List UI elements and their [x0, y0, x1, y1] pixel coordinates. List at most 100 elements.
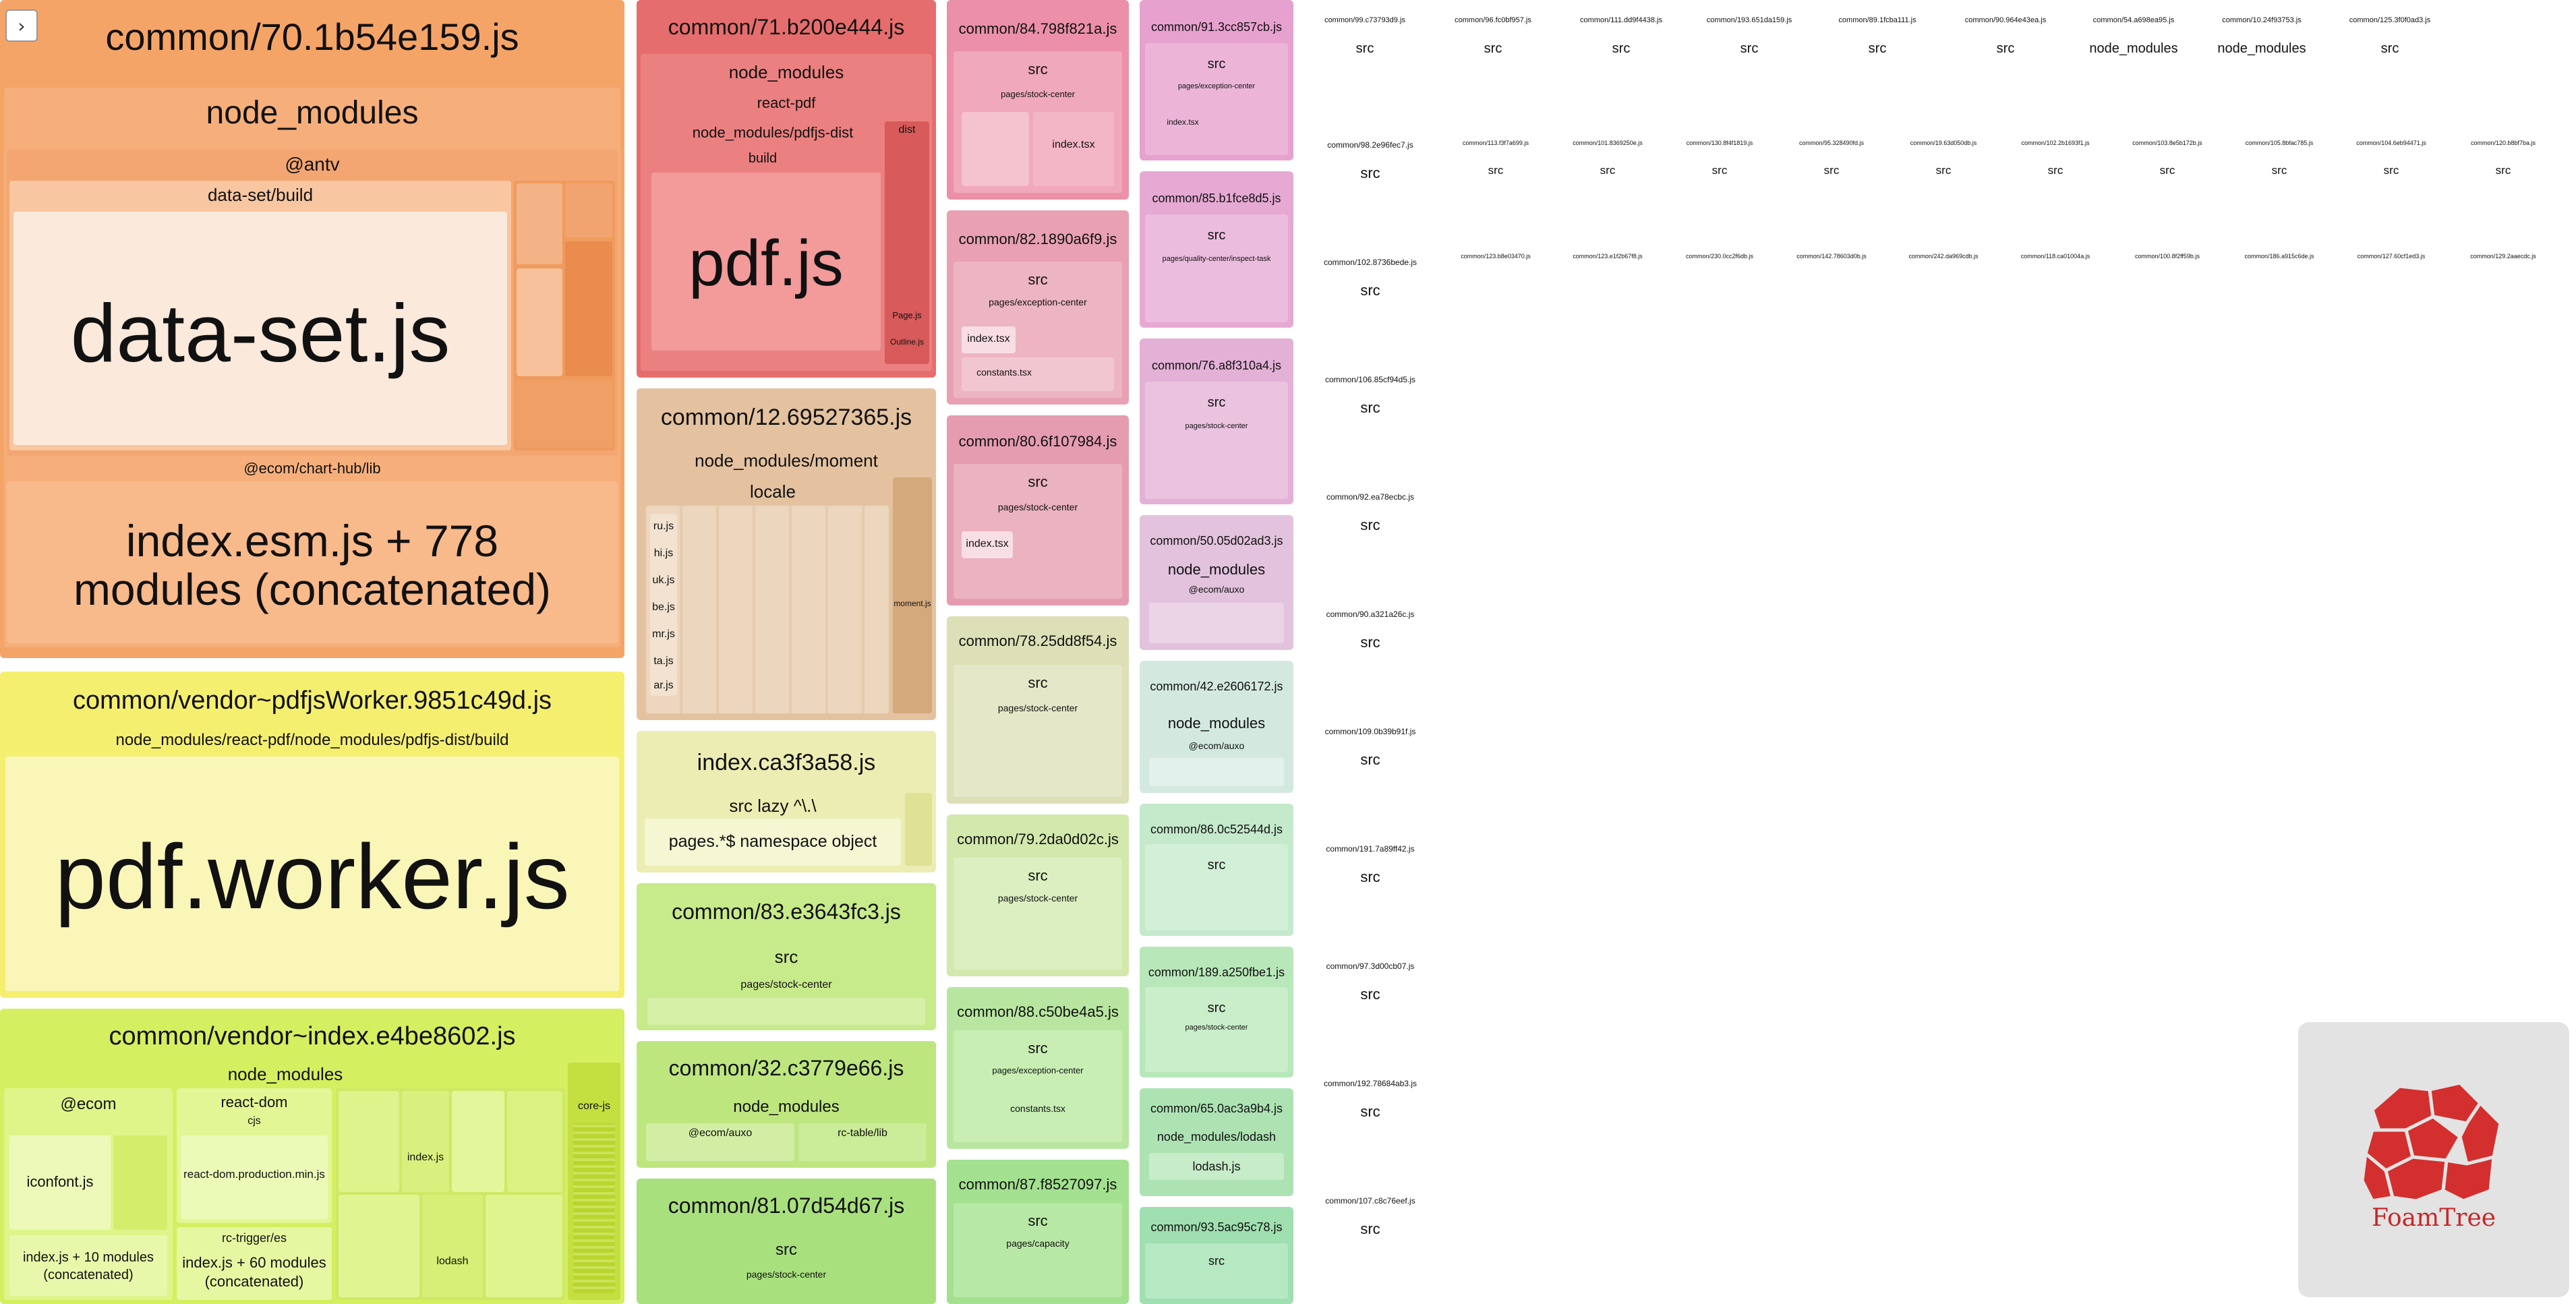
chunk-dot3-11[interactable]: [2369, 889, 2393, 908]
chunk-row3-4[interactable]: common/242.da969cdb.js: [1891, 241, 1996, 336]
chunk-dotb2-3[interactable]: [2131, 1088, 2153, 1104]
chunk-cas3-1[interactable]: [1690, 838, 1755, 891]
chunk-top-6[interactable]: common/54.a698ea95.js node_modules: [2073, 3, 2194, 116]
chunk-r5-13[interactable]: [2267, 721, 2325, 774]
chunk-dot6-19[interactable]: [2486, 1002, 2503, 1016]
chunk-cas1-1[interactable]: [1533, 847, 1609, 909]
chunk-dotb5-2[interactable]: [2088, 1193, 2101, 1204]
chunk-r5-8[interactable]: [1950, 721, 2008, 774]
chunk-cas1-2[interactable]: [1533, 914, 1609, 976]
chunk-dot0-9[interactable]: [2366, 775, 2395, 799]
chunk-r3-14[interactable]: [2519, 589, 2576, 653]
chunk-dot2-1[interactable]: [2081, 851, 2107, 871]
chunk-r3-2[interactable]: [1597, 589, 1668, 653]
chunk-dotb1-2[interactable]: [2109, 1053, 2134, 1071]
chunk-cas8-10[interactable]: [2000, 1197, 2045, 1234]
chunk-cas3-7[interactable]: [1690, 1190, 1755, 1243]
chunk-r4-9[interactable]: [2074, 658, 2139, 716]
chunk-cas7-0[interactable]: [1946, 779, 1995, 819]
chunk-dot4-13[interactable]: [2401, 926, 2422, 944]
chunk-r5-0[interactable]: [1443, 721, 1501, 774]
chunk-row2-6[interactable]: common/103.8e5b172b.js src: [2115, 127, 2220, 236]
chunk-dotb1-3[interactable]: [2139, 1053, 2163, 1071]
chunk-cas3-4[interactable]: [1690, 1014, 1755, 1067]
chunk-r2-0[interactable]: [1443, 514, 1521, 584]
chunk-dot3-3[interactable]: [2137, 889, 2161, 908]
folder-node-modules[interactable]: node_modules react-pdf node_modules/pdfj…: [641, 54, 932, 371]
chunk-common-12[interactable]: common/12.69527365.js node_modules/momen…: [637, 388, 936, 720]
chunk-dot3-0[interactable]: [2050, 889, 2074, 908]
chunk-dotb6-1[interactable]: [2066, 1228, 2077, 1237]
chunk-row3-8[interactable]: common/127.60cf1ed3.js: [2339, 241, 2444, 336]
chunk-cas2-8[interactable]: [1614, 1281, 1685, 1304]
chunk-cas6-7[interactable]: [1888, 1119, 1941, 1162]
chunk-cas6-6[interactable]: [1888, 1071, 1941, 1114]
folder-core-js[interactable]: core-js: [568, 1063, 620, 1300]
chunk-cas5-4[interactable]: [1826, 987, 1883, 1034]
chunk-r1-7[interactable]: [2085, 434, 2171, 508]
chunk-dotb2-2[interactable]: [2104, 1088, 2126, 1104]
chunk-r3-11[interactable]: [2289, 589, 2360, 653]
chunk-r5-4[interactable]: [1697, 721, 1755, 774]
chunk-row3-5[interactable]: common/118.ca01004a.js: [2003, 241, 2108, 336]
chunk-r4-5[interactable]: [1794, 658, 1858, 716]
chunk-dotb5-11[interactable]: [2258, 1193, 2271, 1204]
chunk-r4-16[interactable]: [2565, 658, 2576, 716]
chunk-dot6-15[interactable]: [2394, 1002, 2411, 1016]
chunk-dotb6-12[interactable]: [2244, 1228, 2255, 1237]
chunk-dotb5-0[interactable]: [2050, 1193, 2063, 1204]
chunk-common-87[interactable]: common/87.f8527097.js src pages/capacity: [947, 1160, 1129, 1304]
chunk-row2-0[interactable]: common/113.f3f7a699.js src: [1443, 127, 1548, 236]
chunk-dot0-12[interactable]: [2471, 775, 2500, 799]
chunk-r5-15[interactable]: [2394, 721, 2452, 774]
chunk-cas8-7[interactable]: [2000, 1072, 2045, 1108]
chunk-r0-7[interactable]: [2142, 341, 2236, 429]
chunk-cas6-0[interactable]: [1888, 779, 1941, 823]
chunk-dotb4-3[interactable]: [2115, 1158, 2131, 1170]
chunk-r1-5[interactable]: [1902, 434, 1988, 508]
chunk-dot5-11[interactable]: [2324, 964, 2344, 980]
chunk-dot3-4[interactable]: [2166, 889, 2190, 908]
chunk-dotb7-10[interactable]: [2185, 1264, 2193, 1270]
chunk-dotb3-0[interactable]: [2050, 1123, 2069, 1137]
chunk-dotb3-3[interactable]: [2123, 1123, 2142, 1137]
chunk-dot6-10[interactable]: [2279, 1002, 2297, 1016]
chunk-cas8-11[interactable]: [2000, 1239, 2045, 1276]
chunk-row3-6[interactable]: common/100.8f2ff59b.js: [2115, 241, 2220, 336]
chunk-dot3-12[interactable]: [2398, 889, 2422, 908]
chunk-cas2-7[interactable]: [1614, 1218, 1685, 1276]
chunk-r1-0[interactable]: [1443, 434, 1529, 508]
chunk-vendor-index[interactable]: common/vendor~index.e4be8602.js node_mod…: [0, 1009, 624, 1304]
chunk-dot3-15[interactable]: [2485, 889, 2509, 908]
chunk-dot4-6[interactable]: [2212, 926, 2233, 944]
chunk-dot3-2[interactable]: [2108, 889, 2132, 908]
chunk-r3-12[interactable]: [2366, 589, 2437, 653]
chunk-dotb1-6[interactable]: [2228, 1053, 2252, 1071]
chunk-dot0-4[interactable]: [2190, 775, 2220, 799]
folder-data-set-build[interactable]: data-set/build data-set.js: [9, 181, 511, 450]
folder-rc-trigger[interactable]: rc-trigger/es index.js + 60 modules (con…: [177, 1227, 332, 1300]
chunk-cas8-9[interactable]: [2000, 1156, 2045, 1192]
chunk-dot6-16[interactable]: [2417, 1002, 2434, 1016]
chunk-dotb2-6[interactable]: [2212, 1088, 2233, 1104]
chunk-dot5-18[interactable]: [2499, 964, 2519, 980]
chunk-dotb4-9[interactable]: [2244, 1158, 2260, 1170]
chunk-cas2-5[interactable]: [1614, 1093, 1685, 1150]
chunk-dot3-5[interactable]: [2195, 889, 2219, 908]
chunk-dot6-14[interactable]: [2371, 1002, 2389, 1016]
chunk-col1-3[interactable]: common/92.ea78ecbc.js src: [1304, 479, 1436, 589]
chunk-dotb4-5[interactable]: [2158, 1158, 2174, 1170]
chunk-r4-3[interactable]: [1653, 658, 1718, 716]
chunk-dot5-9[interactable]: [2275, 964, 2294, 980]
chunk-common-81[interactable]: common/81.07d54d67.js src pages/stock-ce…: [637, 1179, 936, 1304]
chunk-dot4-15[interactable]: [2455, 926, 2476, 944]
chunk-dotb1-7[interactable]: [2258, 1053, 2282, 1071]
chunk-dotb0-2[interactable]: [2115, 1018, 2142, 1038]
chunk-cas6-3[interactable]: [1888, 925, 1941, 968]
chunk-col1-6[interactable]: common/191.7a89ff42.js src: [1304, 831, 1436, 941]
chunk-dot2-12[interactable]: [2422, 851, 2448, 871]
chunk-dot6-21[interactable]: [2531, 1002, 2549, 1016]
chunk-dot5-0[interactable]: [2050, 964, 2070, 980]
chunk-dotb6-5[interactable]: [2131, 1228, 2142, 1237]
chunk-row2-3[interactable]: common/95.328490fd.js src: [1779, 127, 1884, 236]
